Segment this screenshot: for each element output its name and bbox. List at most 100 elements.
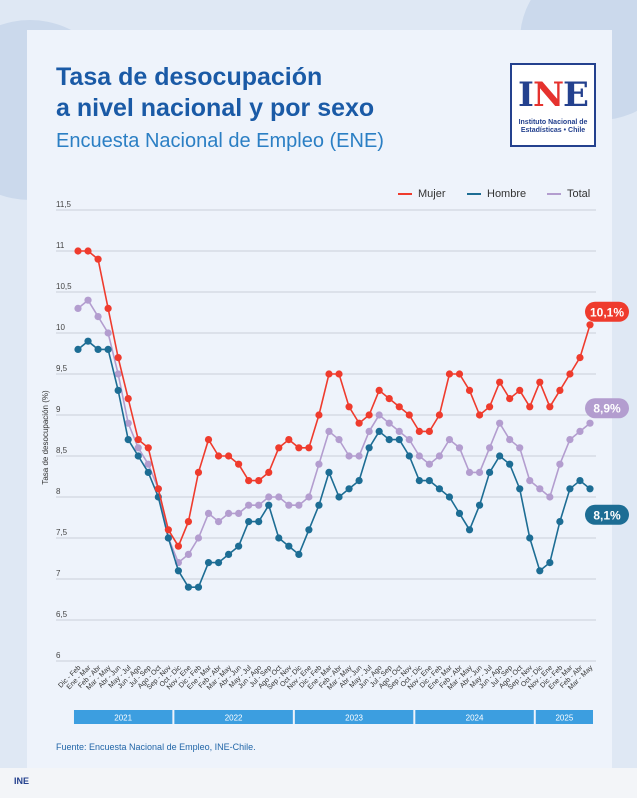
data-point-hombre	[405, 452, 413, 460]
y-tick-label: 10	[56, 323, 65, 332]
data-point-hombre	[194, 583, 203, 591]
data-point-hombre	[74, 345, 82, 353]
end-label-hombre: 8,1%	[593, 508, 621, 522]
data-point-mujer	[385, 395, 393, 403]
data-point-total	[84, 296, 92, 304]
data-point-total	[486, 444, 494, 452]
y-tick-label: 9,5	[56, 364, 68, 373]
year-band-label: 2022	[225, 714, 243, 723]
data-point-hombre	[255, 518, 263, 526]
data-point-hombre	[335, 493, 343, 501]
data-point-hombre	[516, 485, 524, 493]
y-tick-label: 8	[56, 487, 61, 496]
data-point-total	[194, 534, 203, 542]
data-point-hombre	[315, 501, 323, 509]
legend-item-total: Total	[547, 188, 590, 200]
data-point-hombre	[134, 452, 142, 460]
data-point-total	[204, 509, 213, 517]
end-badge-hombre	[585, 504, 629, 525]
data-point-mujer	[295, 444, 303, 452]
data-point-total	[556, 460, 564, 468]
end-badge-total	[585, 398, 629, 419]
year-band	[73, 710, 173, 724]
y-tick-label: 9	[56, 405, 61, 414]
data-point-mujer	[556, 386, 564, 394]
data-point-total	[395, 427, 403, 435]
data-point-total	[536, 485, 544, 493]
data-point-total	[516, 444, 524, 452]
chart-card	[27, 30, 612, 768]
data-point-mujer	[245, 477, 253, 485]
subtitle: Encuesta Nacional de Empleo (ENE)	[56, 130, 384, 152]
data-point-mujer	[355, 419, 363, 427]
data-point-hombre	[184, 583, 193, 591]
data-point-hombre	[124, 436, 132, 444]
data-point-hombre	[214, 559, 223, 567]
data-point-hombre	[345, 485, 353, 493]
series-line-mujer	[78, 250, 591, 548]
data-point-total	[104, 329, 112, 337]
data-point-mujer	[365, 411, 373, 419]
data-point-mujer	[425, 427, 433, 435]
data-point-total	[415, 452, 423, 460]
data-point-hombre	[556, 518, 564, 526]
data-point-mujer	[526, 403, 534, 411]
data-point-mujer	[84, 247, 92, 255]
data-point-total	[265, 493, 273, 501]
data-point-hombre	[265, 501, 273, 509]
year-band	[294, 710, 414, 724]
data-point-mujer	[576, 354, 584, 362]
data-point-total	[435, 452, 444, 460]
data-point-hombre	[174, 567, 182, 575]
footer-bar	[0, 768, 637, 798]
data-point-mujer	[134, 436, 142, 444]
data-point-mujer	[184, 518, 193, 526]
data-point-total	[325, 427, 333, 435]
data-point-mujer	[124, 395, 132, 403]
data-point-hombre	[204, 559, 213, 567]
data-point-hombre	[576, 477, 584, 485]
data-point-mujer	[94, 255, 102, 263]
data-point-mujer	[335, 370, 343, 378]
data-point-hombre	[455, 509, 464, 517]
data-point-mujer	[586, 321, 594, 329]
data-point-mujer	[255, 477, 263, 485]
data-point-hombre	[465, 526, 474, 534]
data-point-hombre	[325, 468, 333, 476]
data-point-mujer	[475, 411, 484, 419]
data-point-mujer	[305, 444, 313, 452]
data-point-total	[345, 452, 353, 460]
data-point-total	[506, 436, 514, 444]
data-point-total	[224, 509, 233, 517]
data-point-hombre	[586, 485, 594, 493]
data-point-total	[496, 419, 504, 427]
data-point-total	[255, 501, 263, 509]
data-point-mujer	[74, 247, 82, 255]
y-tick-label: 7,5	[56, 528, 68, 537]
data-point-mujer	[164, 526, 172, 534]
data-point-mujer	[114, 354, 122, 362]
data-point-hombre	[245, 518, 253, 526]
y-tick-label: 8,5	[56, 446, 68, 455]
data-point-mujer	[204, 436, 213, 444]
data-point-total	[385, 419, 393, 427]
data-point-total	[74, 304, 82, 312]
data-point-total	[425, 460, 433, 468]
data-point-hombre	[84, 337, 92, 345]
data-point-hombre	[375, 427, 383, 435]
data-point-total	[214, 518, 223, 526]
page-title: Tasa de desocupación a nivel nacional y …	[56, 62, 374, 124]
data-point-hombre	[104, 345, 112, 353]
data-point-mujer	[194, 468, 203, 476]
data-point-hombre	[425, 477, 433, 485]
data-point-total	[405, 436, 413, 444]
legend-item-hombre: Hombre	[467, 188, 526, 200]
data-point-mujer	[395, 403, 403, 411]
data-point-mujer	[154, 485, 162, 493]
data-point-mujer	[315, 411, 323, 419]
data-point-mujer	[415, 427, 423, 435]
data-point-total	[305, 493, 313, 501]
data-point-mujer	[496, 378, 504, 386]
data-point-hombre	[224, 550, 233, 559]
data-point-mujer	[224, 452, 233, 460]
